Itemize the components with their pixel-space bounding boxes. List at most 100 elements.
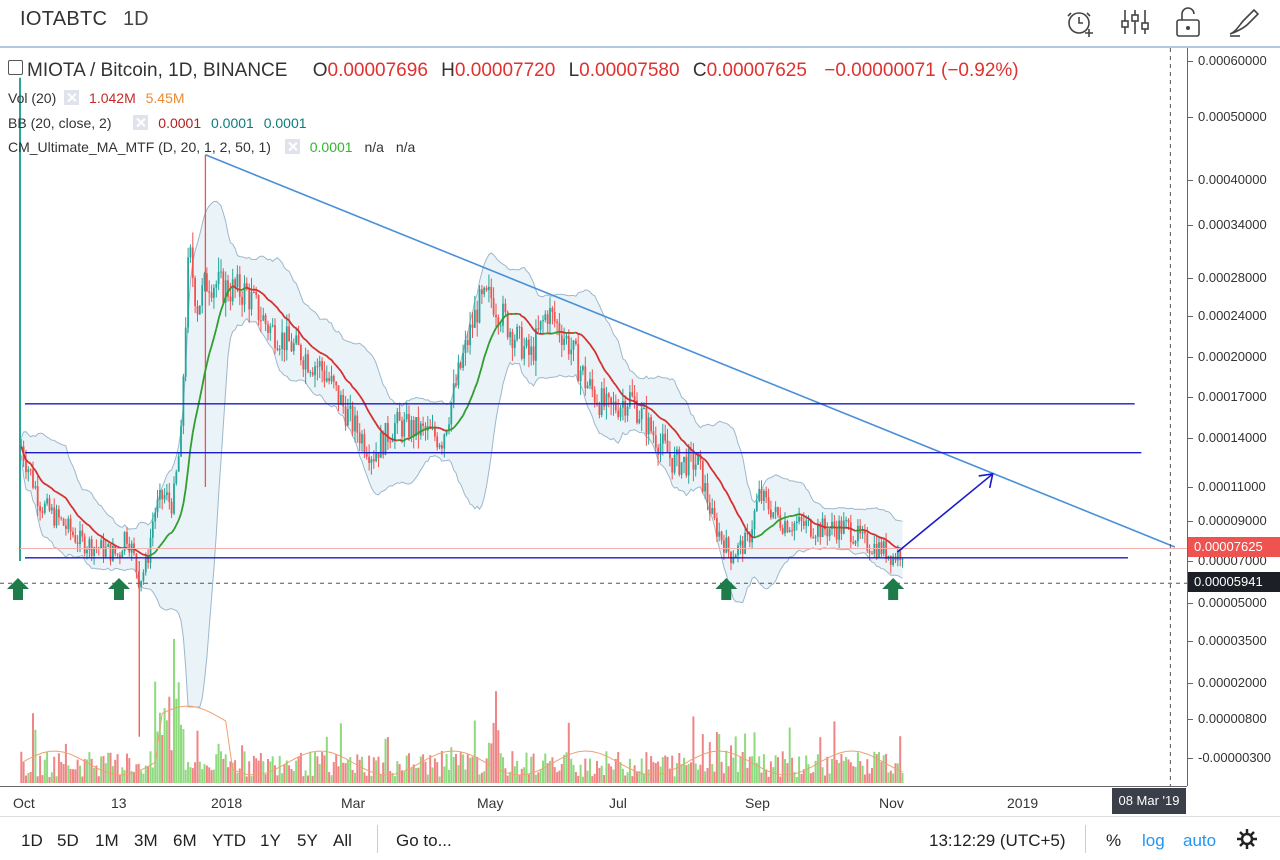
volume-bar [826, 757, 828, 783]
price-tick-label: 0.00014000 [1198, 430, 1267, 445]
moving-average-segment [402, 440, 404, 441]
candle-body [164, 495, 166, 499]
volume-bar [422, 754, 424, 783]
candle-body [514, 340, 516, 348]
candle-body [335, 382, 337, 385]
percent-toggle[interactable]: % [1106, 831, 1121, 851]
price-tick-mark [1188, 683, 1193, 684]
range-1y[interactable]: 1Y [260, 831, 281, 851]
moving-average-segment [874, 534, 876, 535]
volume-bar [511, 751, 513, 783]
moving-average-segment [99, 535, 101, 536]
close-icon[interactable] [133, 115, 148, 130]
volume-bar [580, 765, 582, 783]
candle-body [44, 504, 46, 513]
candle-body [403, 419, 405, 436]
candle-body [262, 315, 264, 320]
price-tick-label: -0.00000300 [1198, 750, 1271, 765]
candle-body [366, 453, 368, 457]
candle-body [742, 541, 744, 554]
volume-bar [291, 769, 293, 783]
volume-bar [779, 777, 781, 783]
ma-name: CM_Ultimate_MA_MTF (D, 20, 1, 2, 50, 1) [8, 139, 271, 155]
moving-average-segment [849, 528, 851, 529]
candle-body [631, 392, 633, 396]
volume-bar [72, 769, 74, 783]
candle-body [27, 469, 29, 472]
chart-pane[interactable]: MIOTA / Bitcoin, 1D, BINANCE O0.00007696… [0, 48, 1187, 786]
volume-bar [302, 776, 304, 783]
candle-body [655, 435, 657, 447]
candle-body [723, 540, 725, 552]
volume-bar [319, 764, 321, 783]
candle-body [754, 511, 756, 529]
volume-bar [126, 754, 128, 783]
price-tick-mark [1188, 357, 1193, 358]
indicators-icon[interactable] [1117, 4, 1153, 40]
symbol-name[interactable]: IOTABTC [20, 8, 107, 31]
auto-toggle[interactable]: auto [1183, 831, 1216, 851]
drawing-icon[interactable] [1226, 4, 1262, 40]
volume-bar [885, 754, 887, 783]
volume-bar [535, 775, 537, 783]
moving-average-segment [249, 289, 251, 290]
moving-average-segment [442, 429, 444, 430]
range-all[interactable]: All [333, 831, 352, 851]
close-icon[interactable] [64, 90, 79, 105]
volume-bar [775, 755, 777, 783]
candle-body [871, 553, 873, 554]
volume-bar [751, 756, 753, 783]
time-tick-label: Nov [879, 795, 904, 811]
low-label: L [569, 60, 580, 81]
volume-bar [796, 777, 798, 783]
close-icon[interactable] [285, 139, 300, 154]
candle-body [143, 572, 145, 581]
candle-body [608, 394, 610, 398]
volume-bar [897, 763, 899, 783]
moving-average-segment [780, 519, 782, 520]
candle-body [91, 539, 93, 556]
divider [377, 825, 378, 853]
range-1m[interactable]: 1M [95, 831, 119, 851]
candle-body [467, 340, 469, 345]
candle-body [878, 542, 880, 557]
candle-body [624, 401, 626, 416]
log-toggle[interactable]: log [1142, 831, 1165, 851]
candle-body [855, 541, 857, 543]
range-6m[interactable]: 6M [173, 831, 197, 851]
volume-bar [692, 717, 694, 784]
candle-body [540, 321, 542, 330]
candle-body [84, 536, 86, 553]
candle-body [401, 421, 403, 437]
price-chart[interactable] [0, 48, 1187, 786]
goto-button[interactable]: Go to... [396, 831, 452, 851]
volume-bar [746, 768, 748, 783]
volume-bar [573, 765, 575, 783]
alarm-icon[interactable] [1062, 4, 1098, 40]
volume-bar [107, 753, 109, 783]
candle-body [206, 273, 208, 291]
range-1d[interactable]: 1D [21, 831, 43, 851]
range-5d[interactable]: 5D [57, 831, 79, 851]
candle-body [662, 434, 664, 444]
settings-gear-icon[interactable] [1236, 828, 1258, 850]
timeframe-label[interactable]: 1D [123, 8, 149, 31]
range-3m[interactable]: 3M [134, 831, 158, 851]
range-5y[interactable]: 5Y [297, 831, 318, 851]
range-ytd[interactable]: YTD [212, 831, 246, 851]
volume-bar [608, 764, 610, 783]
volume-bar [772, 767, 774, 783]
lock-icon[interactable] [1171, 4, 1207, 40]
candle-body [251, 292, 253, 309]
moving-average-segment [148, 555, 150, 556]
volume-bar [450, 747, 452, 783]
candle-body [768, 497, 770, 509]
volume-bar [697, 770, 699, 783]
volume-bar [460, 753, 462, 784]
volume-bar [267, 759, 269, 783]
price-tick-mark [1188, 521, 1193, 522]
volume-bar [648, 769, 650, 783]
collapse-icon[interactable] [8, 60, 23, 75]
